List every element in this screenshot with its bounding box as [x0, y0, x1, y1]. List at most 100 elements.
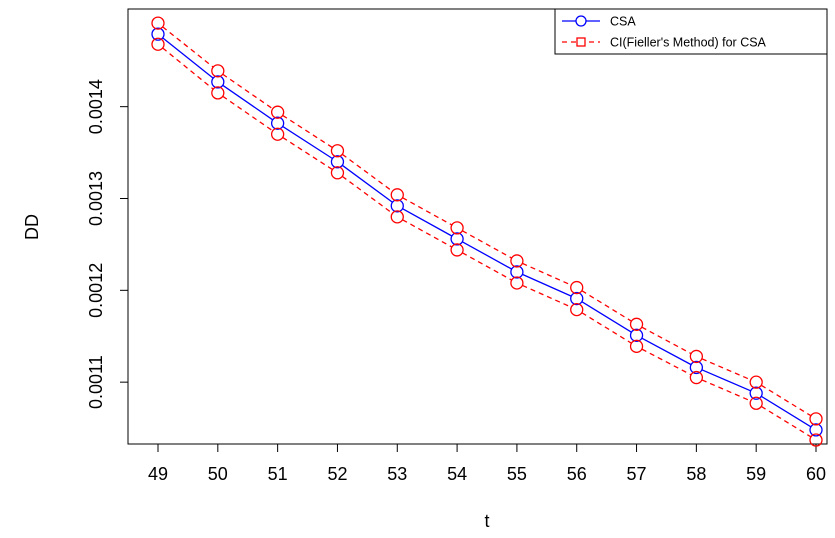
x-axis-title: t	[484, 511, 489, 531]
series-line-segment	[222, 84, 274, 121]
data-point	[151, 27, 165, 41]
series-line-segment	[282, 125, 333, 160]
x-tick-label: 59	[746, 464, 766, 484]
data-point	[330, 155, 345, 169]
series-line-segment	[162, 37, 214, 79]
series-line-segment	[581, 290, 632, 322]
legend-label: CSA	[610, 15, 636, 29]
series-line-segment	[641, 337, 692, 366]
data-point	[330, 144, 345, 158]
series-line-segment	[701, 369, 751, 392]
series-line-segment	[760, 395, 812, 428]
plot-frame	[127, 8, 828, 445]
data-point	[570, 280, 584, 295]
data-point	[211, 86, 225, 100]
data-point	[570, 291, 584, 306]
data-point	[809, 433, 823, 447]
series-line-segment	[341, 175, 393, 214]
data-point	[211, 64, 225, 78]
data-point	[689, 370, 704, 385]
series-layer	[151, 16, 823, 447]
data-point	[270, 105, 285, 119]
series-line-segment	[641, 326, 692, 355]
x-tick-label: 54	[447, 464, 467, 484]
series-line-segment	[402, 197, 453, 226]
series-line-segment	[402, 219, 453, 248]
y-tick-label: 0.0013	[86, 171, 106, 226]
series-line-segment	[581, 301, 632, 333]
legend-box	[554, 8, 828, 55]
series-line-segment	[341, 153, 393, 192]
data-point	[749, 386, 763, 400]
legend: CSA CI(Fieller's Method) for CSA	[554, 8, 828, 55]
legend-marker	[575, 15, 587, 27]
data-point	[629, 328, 644, 342]
data-point	[749, 375, 763, 389]
data-point	[211, 75, 225, 89]
legend-label: CI(Fieller's Method) for CSA	[610, 36, 767, 50]
series-line-segment	[162, 26, 214, 68]
series-line-segment	[222, 73, 274, 110]
x-tick-label: 53	[387, 464, 407, 484]
x-tick-label: 52	[327, 464, 347, 484]
series-line-segment	[462, 241, 512, 270]
data-point	[330, 166, 345, 180]
data-point	[570, 302, 584, 317]
series-line-segment	[402, 208, 453, 237]
y-tick-label: 0.0014	[86, 79, 106, 134]
series-line-segment	[581, 312, 632, 344]
data-point	[689, 349, 704, 364]
x-tick-label: 57	[627, 464, 647, 484]
series-line-segment	[522, 273, 572, 297]
x-axis: 49 50 51 52 53 54 55 56 57 58 59 60	[148, 444, 826, 484]
series-line-segment	[462, 252, 512, 281]
data-point	[629, 317, 644, 331]
series-csa	[151, 27, 823, 437]
x-tick-label: 58	[686, 464, 706, 484]
series-line-segment	[701, 379, 751, 402]
series-line-segment	[222, 95, 274, 132]
x-tick-label: 49	[148, 464, 168, 484]
data-point	[510, 276, 524, 290]
series-line-segment	[701, 358, 751, 381]
series-line-segment	[760, 405, 812, 438]
series-line-segment	[282, 114, 333, 149]
data-point	[270, 116, 285, 130]
series-line-segment	[522, 262, 572, 286]
x-tick-label: 51	[268, 464, 288, 484]
data-point	[450, 243, 464, 257]
data-point	[390, 210, 404, 224]
y-tick-label: 0.0012	[86, 263, 106, 318]
series-line-segment	[522, 284, 572, 308]
data-point	[390, 199, 404, 213]
data-point	[151, 37, 165, 51]
data-point	[809, 412, 823, 426]
series-line-segment	[462, 230, 512, 259]
data-point	[510, 265, 524, 279]
data-point	[390, 188, 404, 202]
x-tick-label: 50	[208, 464, 228, 484]
data-point	[151, 16, 165, 30]
series-line-segment	[282, 136, 333, 171]
series-line-segment	[341, 164, 393, 203]
data-point	[270, 127, 285, 141]
data-point	[450, 232, 464, 246]
y-tick-label: 0.0011	[86, 355, 106, 409]
data-point	[629, 339, 644, 353]
data-point	[749, 396, 763, 410]
legend-marker	[576, 37, 586, 47]
x-tick-label: 56	[567, 464, 587, 484]
data-point	[450, 221, 464, 235]
data-point	[809, 423, 823, 437]
x-tick-label: 55	[507, 464, 527, 484]
series-ci-lower	[151, 37, 823, 447]
x-tick-label: 60	[806, 464, 826, 484]
series-line-segment	[641, 348, 692, 376]
data-point	[510, 254, 524, 268]
y-axis: 0.0011 0.0012 0.0013 0.0014	[86, 79, 128, 409]
series-line-segment	[760, 384, 812, 417]
series-ci-upper	[151, 16, 823, 426]
y-axis-title: DD	[22, 214, 42, 240]
series-line-segment	[162, 47, 214, 90]
